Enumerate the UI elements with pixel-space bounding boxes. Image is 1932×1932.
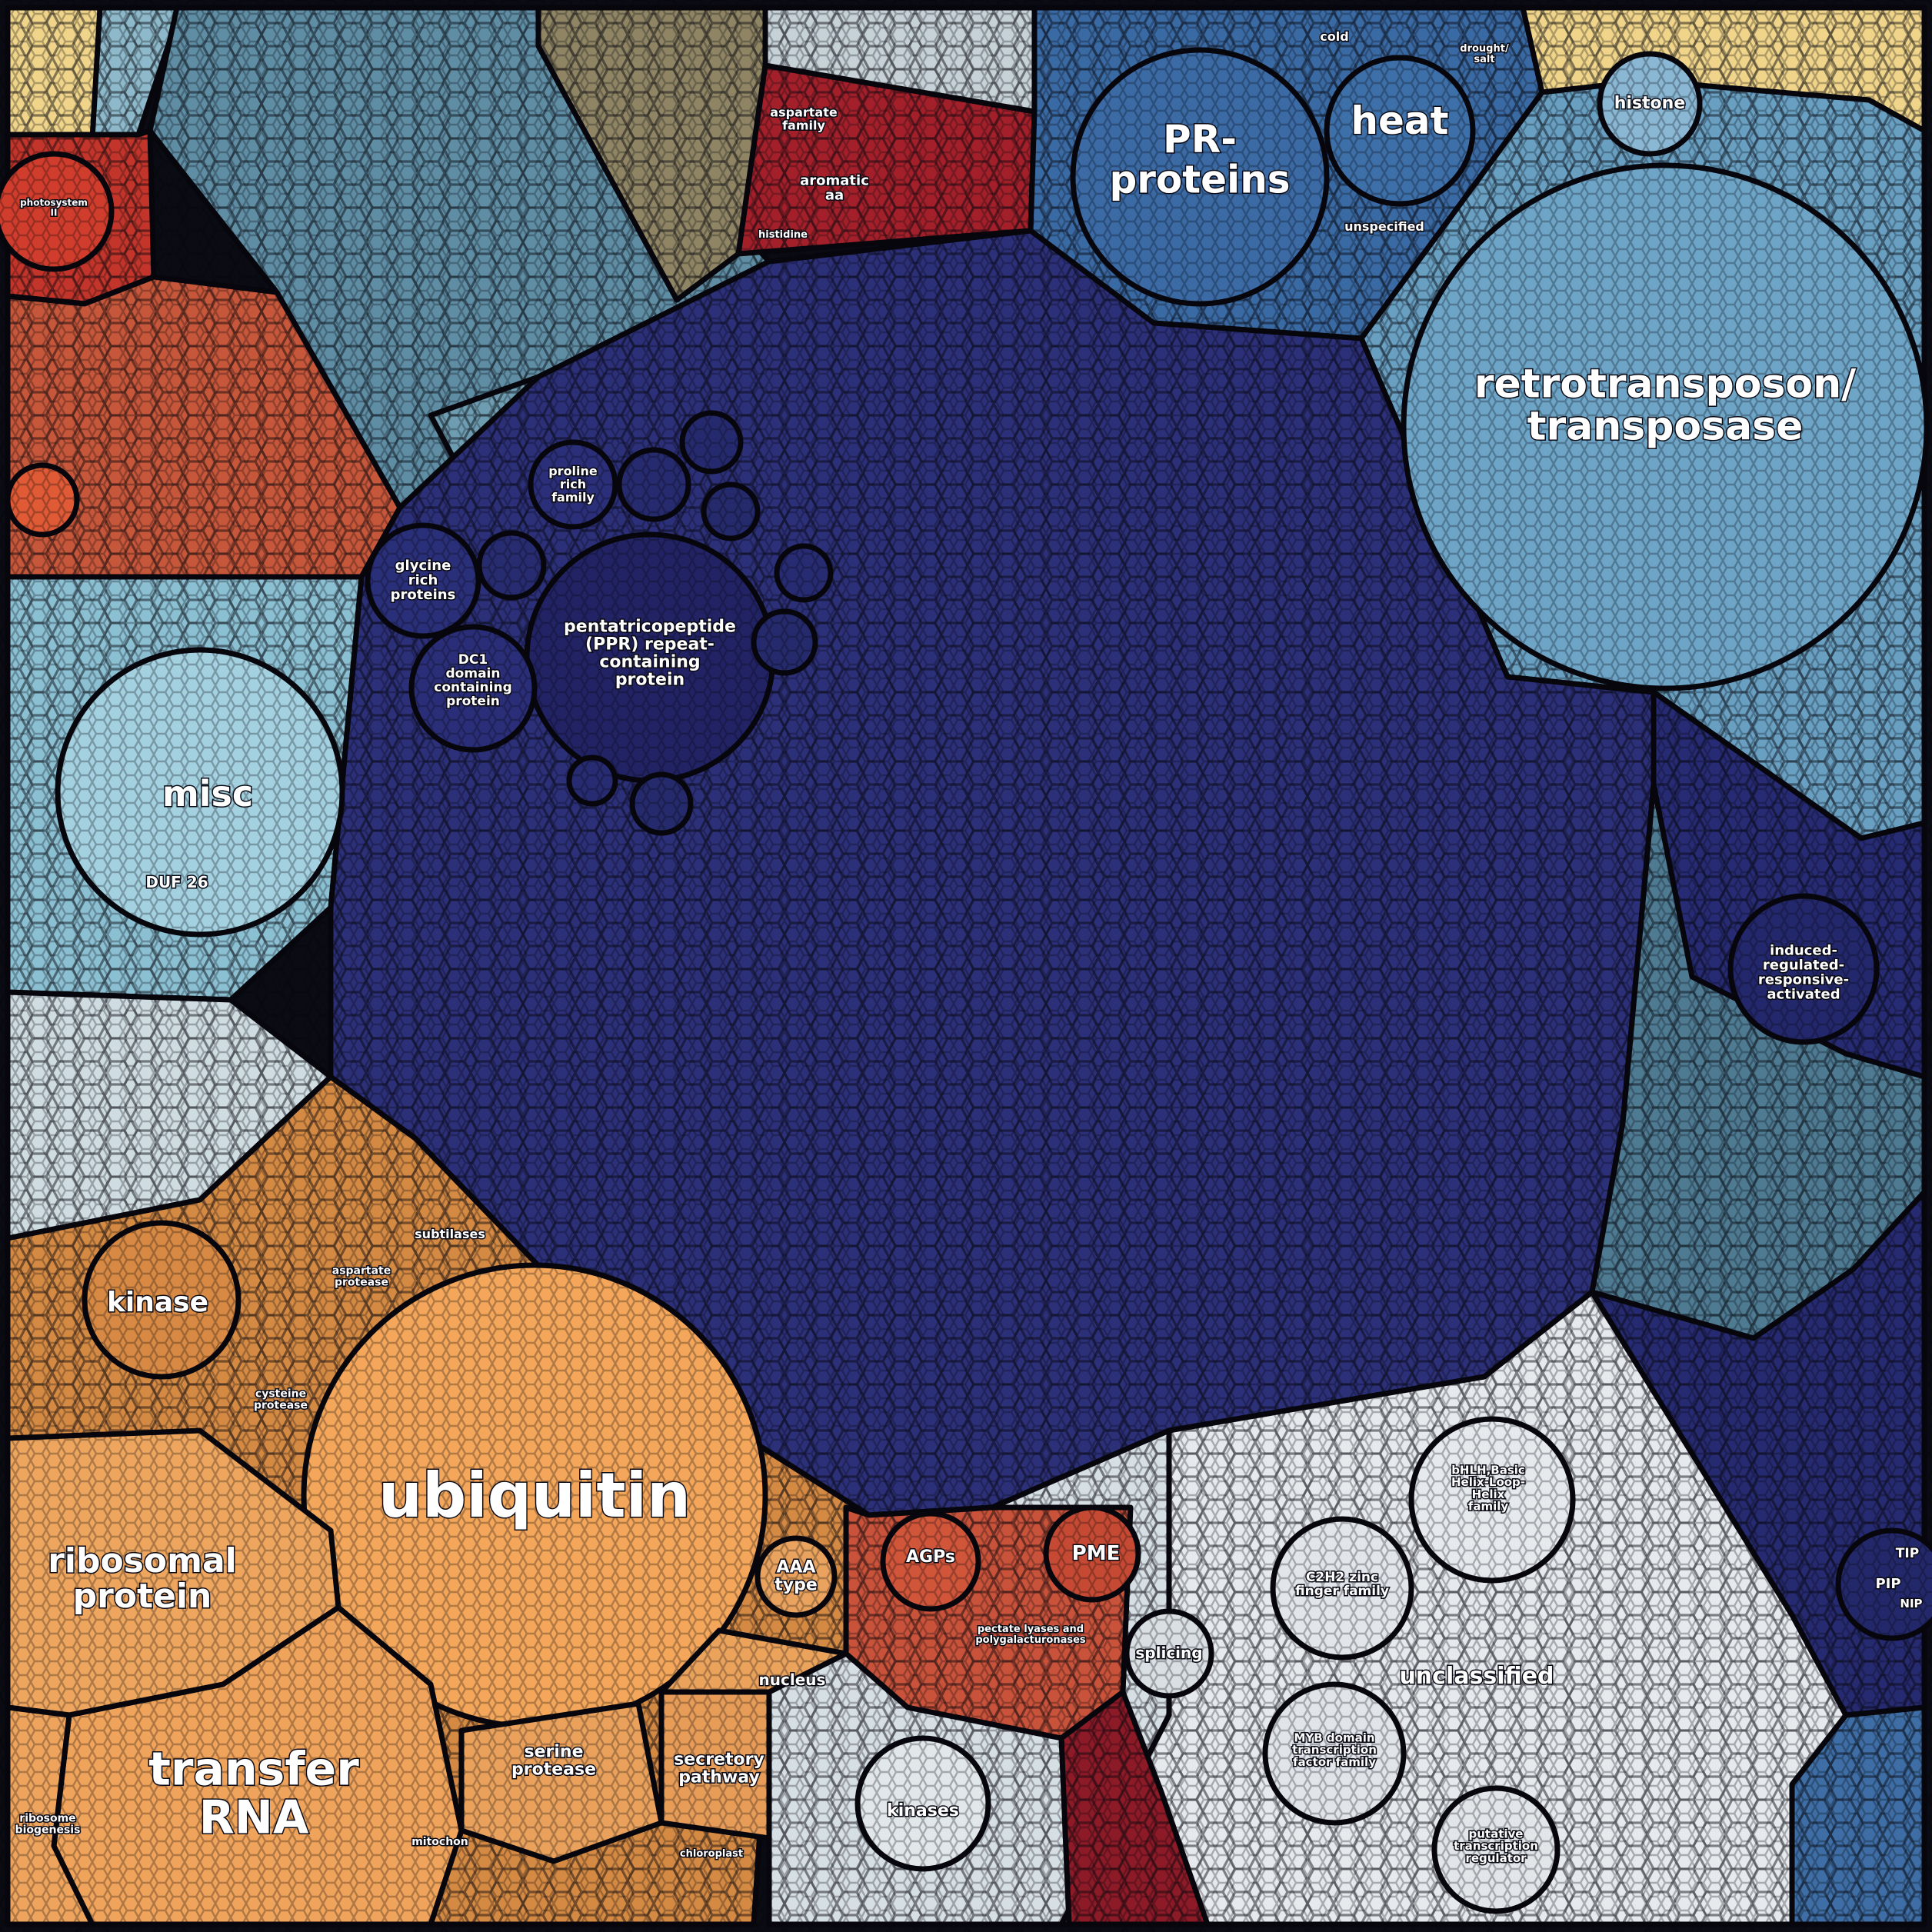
pectate-lyases-region-label: pectate lyases and polygalacturonases: [975, 1624, 1086, 1646]
nucleus-region-label: nucleus: [759, 1671, 826, 1689]
retrotransposon-region-label: retrotransposon/transposase: [1474, 361, 1856, 450]
histone-small-region-label: ribosome biogenesis: [15, 1813, 81, 1837]
chloroplast-region-label: chloroplast: [680, 1848, 743, 1860]
aaa-type-region-label: AAA type: [774, 1557, 818, 1594]
unclassified-region-label: unclassified: [1399, 1663, 1554, 1690]
tip-region-label: TIP: [1896, 1546, 1919, 1561]
glycine-rich-region-label: glycine rich proteins: [391, 558, 456, 603]
pentatricopeptide-ppr-region-label: pentatricopeptide (PPR) repeat-containing…: [564, 617, 736, 689]
ubiquitin-region-label: ubiquitin: [378, 1460, 691, 1531]
aspartate-protease-region-label: aspartate protease: [332, 1265, 391, 1289]
duf-26-region-label: DUF 26: [145, 873, 208, 891]
kinase-region-label: kinase: [107, 1287, 208, 1318]
histidine-region-label: histidine: [758, 229, 808, 241]
dc1-domain-region-label: DC1 domain containing protein: [434, 652, 512, 709]
cysteine-protease-region-label: cysteine protease: [254, 1388, 308, 1412]
agps-region-label: AGPs: [906, 1547, 955, 1567]
c2h2-region-label: C2H2 zinc finger family: [1295, 1570, 1389, 1599]
aspartate-family-region-label: aspartate family: [770, 105, 838, 132]
drought-salt-region-label: drought/salt: [1460, 43, 1509, 65]
induced-regulated-region-label: induced-regulated-responsive-activated: [1758, 943, 1849, 1003]
photosystem-ii-region-label: photosystem II: [20, 197, 88, 218]
proline-rich-region-label: proline rich family: [548, 464, 598, 505]
kinases-region-label: kinases: [887, 1801, 959, 1820]
serine-protease-region-label: serine protease: [511, 1742, 596, 1779]
bhlh-region-label: bHLH,Basic Helix-Loop-Helix family: [1451, 1463, 1525, 1513]
histone-region-label: histone: [1614, 94, 1686, 113]
unspecified-region-label: unspecified: [1344, 219, 1424, 234]
misc-region-label: misc: [162, 773, 253, 814]
transfer-rna-region-label: transfer RNA: [148, 1742, 359, 1844]
pme-region-label: PME: [1072, 1542, 1121, 1565]
cold-region-label: cold: [1320, 29, 1348, 44]
aromatic-aa-region-label: aromatic aa: [800, 173, 869, 204]
putative-region-label: putative transcription regulator: [1454, 1827, 1538, 1865]
pip-region-label: PIP: [1875, 1576, 1900, 1592]
ribosomal-protein-region-label: ribosomal protein: [48, 1541, 237, 1616]
mitochon-region-label: mitochon: [411, 1836, 468, 1848]
subtilases-region-label: subtilases: [415, 1227, 485, 1241]
myb-region-label: MYB domain transcription factor family: [1292, 1730, 1377, 1769]
splicing-region-label: splicing: [1135, 1644, 1202, 1662]
pr-proteins-region-label: PR-proteins: [1109, 116, 1290, 202]
heat-region-label: heat: [1351, 98, 1448, 143]
secretory-pathway-region-label: secretory pathway: [674, 1750, 764, 1787]
nip-region-label: NIP: [1900, 1597, 1922, 1611]
